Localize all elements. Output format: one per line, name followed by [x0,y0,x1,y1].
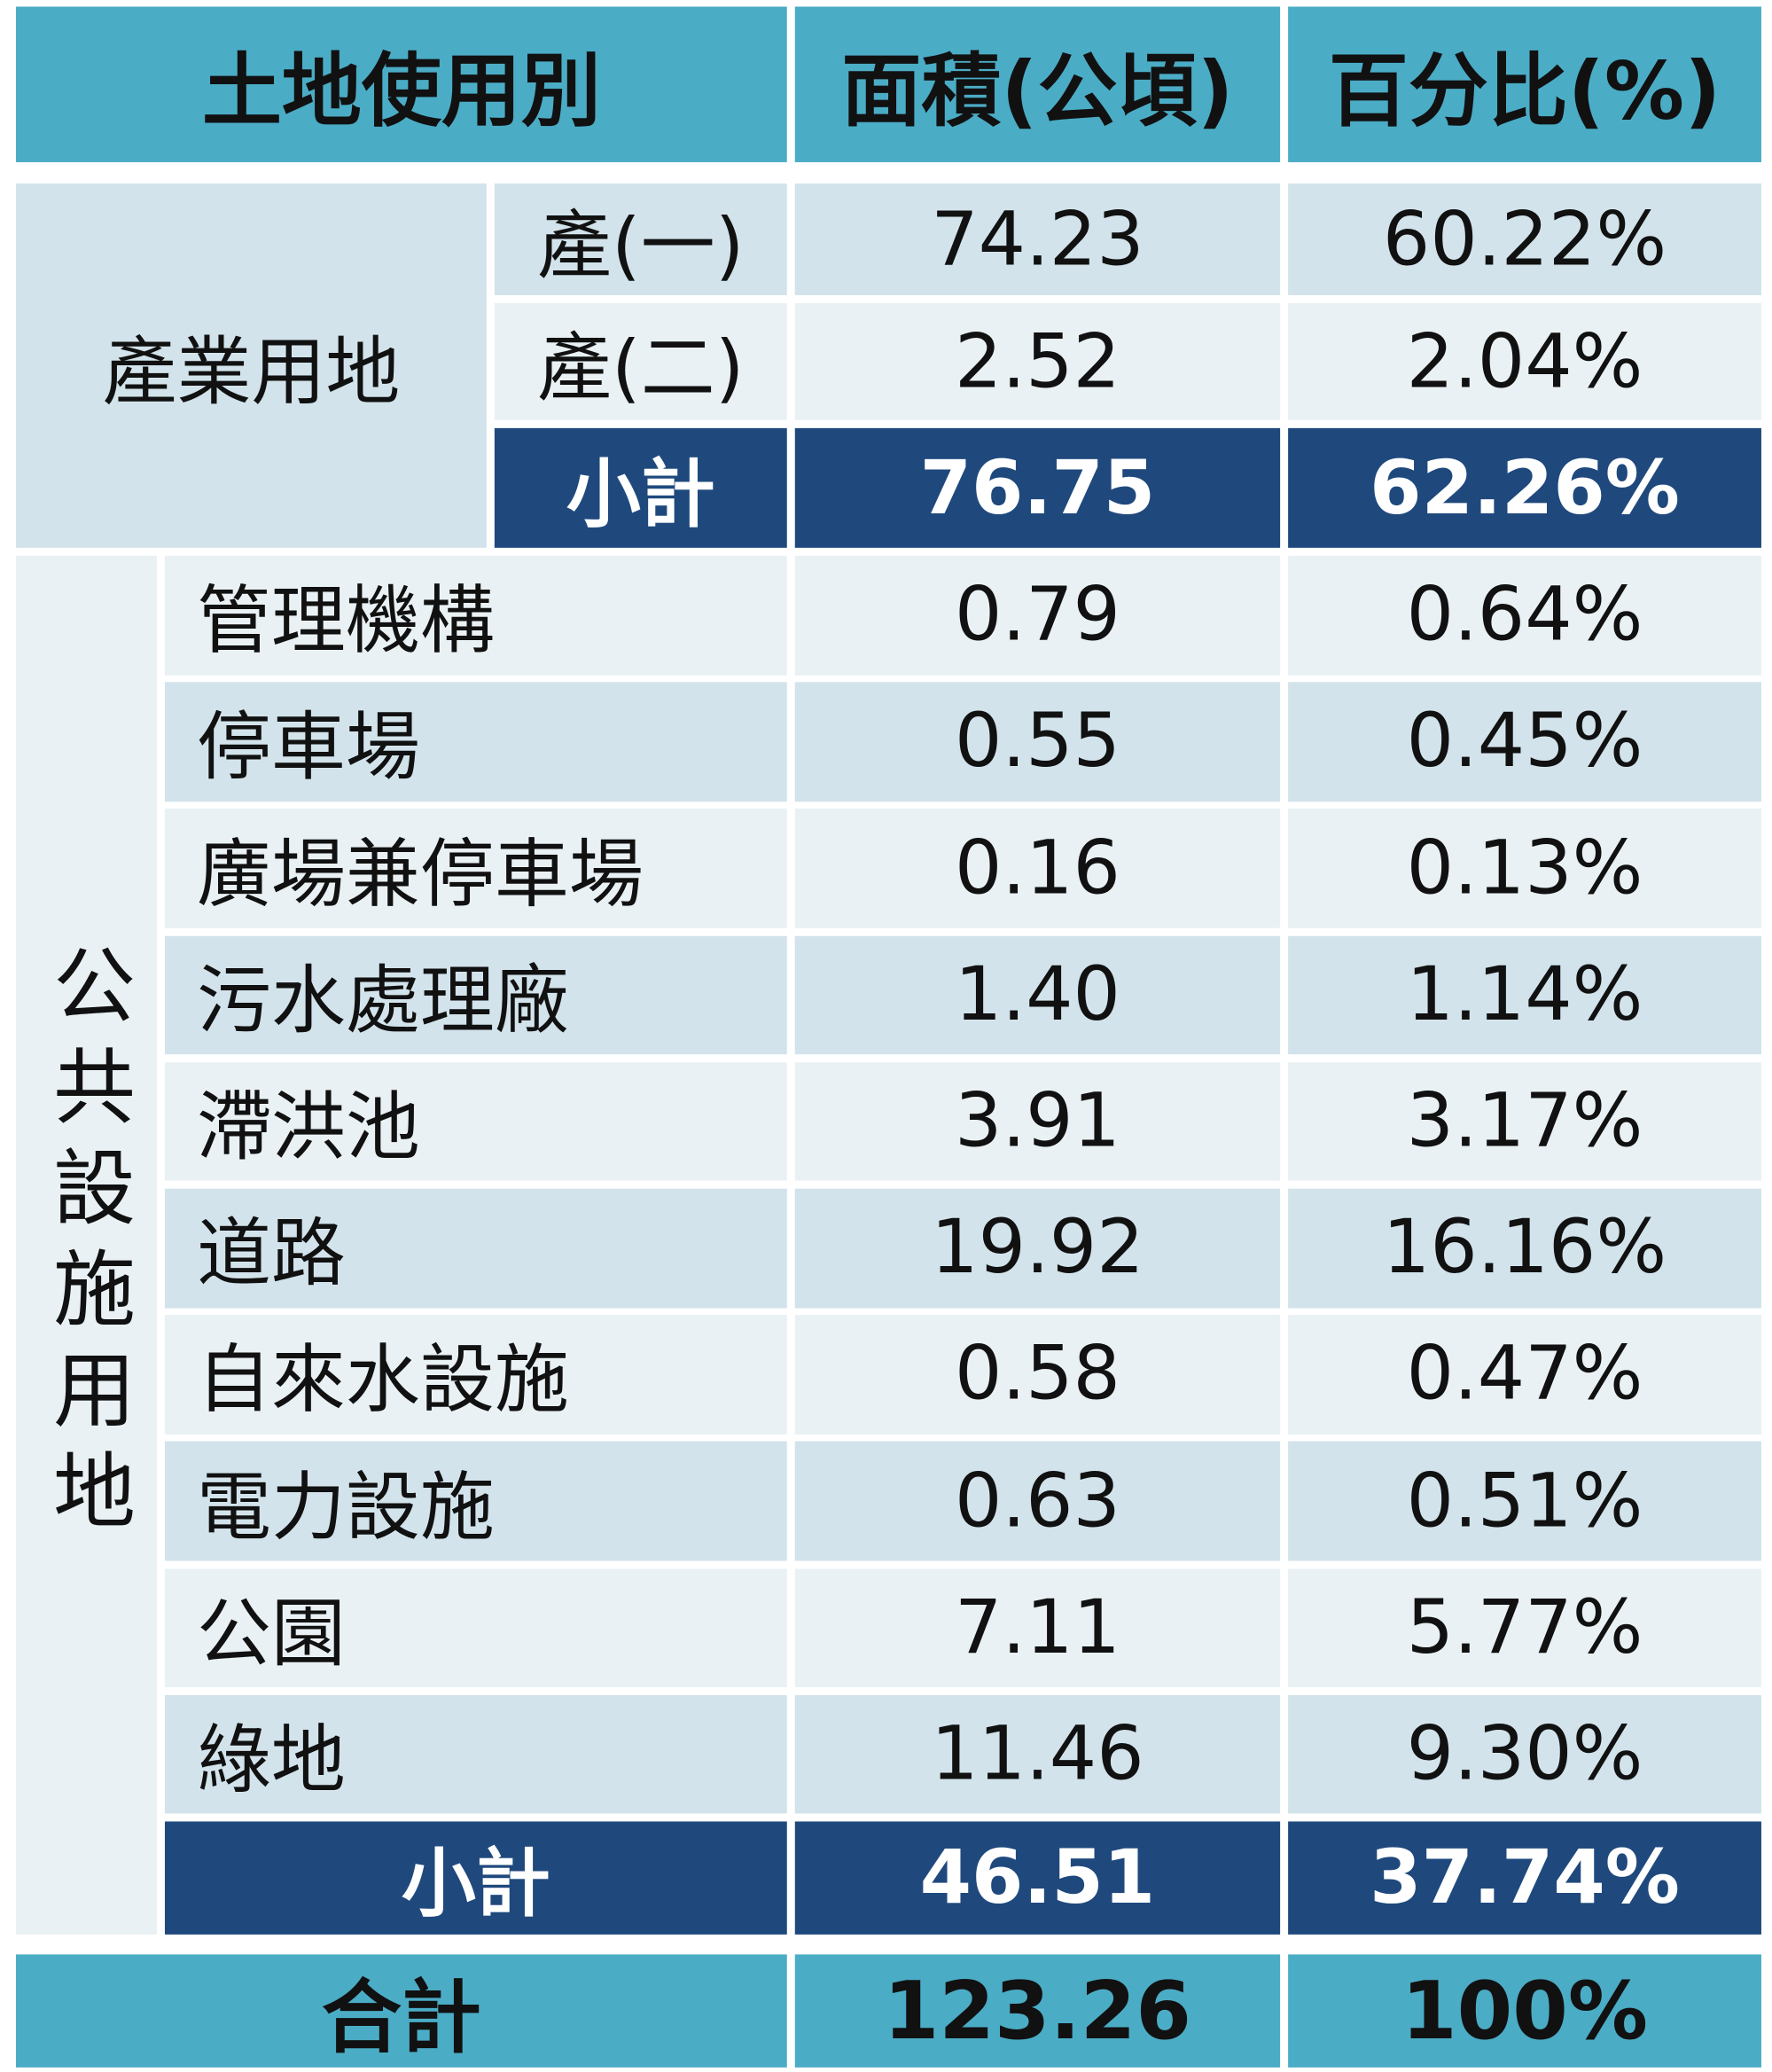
percent: 0.47% [1288,1315,1761,1435]
row-name: 停車場 [164,682,787,801]
subtotal-area: 76.75 [794,427,1281,548]
row-name: 自來水設施 [164,1315,787,1435]
group-label: 公共設施用地 [15,555,157,1935]
percent: 0.51% [1288,1442,1761,1561]
row-name: 管理機構 [164,555,787,676]
group-label: 產業用地 [15,183,487,548]
percent: 0.64% [1288,555,1761,676]
percent: 9.30% [1288,1694,1761,1814]
row-name: 污水處理廠 [164,935,787,1055]
area: 19.92 [794,1188,1281,1308]
area: 0.58 [794,1315,1281,1435]
percent: 5.77% [1288,1568,1761,1688]
percent: 1.14% [1288,935,1761,1055]
area: 0.79 [794,555,1281,676]
area: 7.11 [794,1568,1281,1688]
row-name: 綠地 [164,1694,787,1814]
area: 74.23 [794,183,1281,295]
percent: 60.22% [1288,183,1761,295]
subtotal-label: 小計 [164,1821,787,1935]
percent: 3.17% [1288,1061,1761,1182]
percent: 16.16% [1288,1188,1761,1308]
total-percent: 100% [1288,1954,1761,2068]
subtotal-area: 46.51 [794,1821,1281,1935]
row-name: 道路 [164,1188,787,1308]
area: 0.55 [794,682,1281,801]
percent: 0.45% [1288,682,1761,801]
area: 1.40 [794,935,1281,1055]
area: 11.46 [794,1694,1281,1814]
percent: 0.13% [1288,809,1761,928]
subtotal-label: 小計 [494,427,787,548]
area: 0.63 [794,1442,1281,1561]
header-cell: 百分比(%) [1288,6,1761,162]
area: 3.91 [794,1061,1281,1182]
row-name: 電力設施 [164,1442,787,1561]
area: 2.52 [794,302,1281,420]
subtotal-percent: 62.26% [1288,427,1761,548]
subtotal-percent: 37.74% [1288,1821,1761,1935]
total-label: 合計 [15,1954,787,2068]
row-name: 產(一) [494,183,787,295]
row-name: 廣場兼停車場 [164,809,787,928]
area: 0.16 [794,809,1281,928]
header-cell: 面積(公頃) [794,6,1281,162]
header-cell: 土地使用別 [15,6,787,162]
row-name: 產(二) [494,302,787,420]
row-name: 公園 [164,1568,787,1688]
row-name: 滯洪池 [164,1061,787,1182]
total-area: 123.26 [794,1954,1281,2068]
percent: 2.04% [1288,302,1761,420]
